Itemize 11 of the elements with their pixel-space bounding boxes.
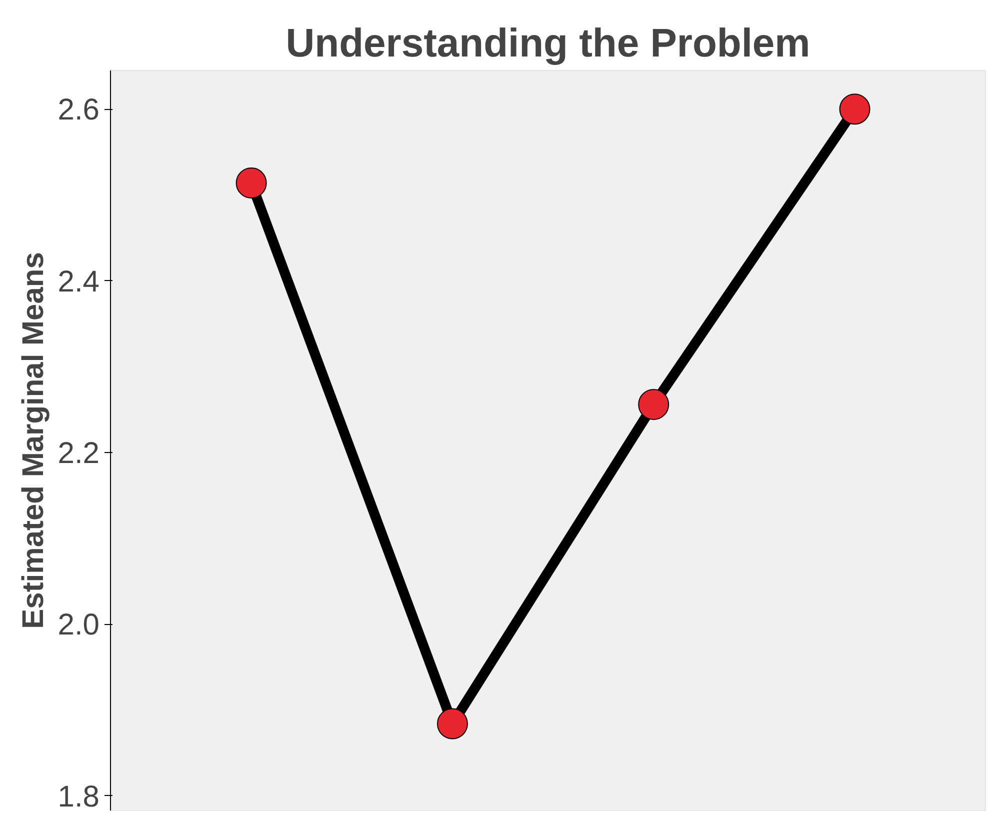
y-tick-label: 2.2 (58, 437, 100, 470)
point (839, 94, 870, 125)
point (638, 388, 670, 420)
y-tick-label: 1.8 (58, 780, 100, 814)
point (436, 708, 468, 740)
point (236, 167, 267, 198)
y-tick-label: 2.0 (58, 608, 100, 642)
chart-title: Understanding the Problem (286, 22, 810, 66)
y-axis-title: Estimated Marginal Means (16, 252, 50, 629)
y-tick-label: 2.6 (58, 94, 100, 127)
y-tick-label: 2.4 (58, 265, 100, 298)
